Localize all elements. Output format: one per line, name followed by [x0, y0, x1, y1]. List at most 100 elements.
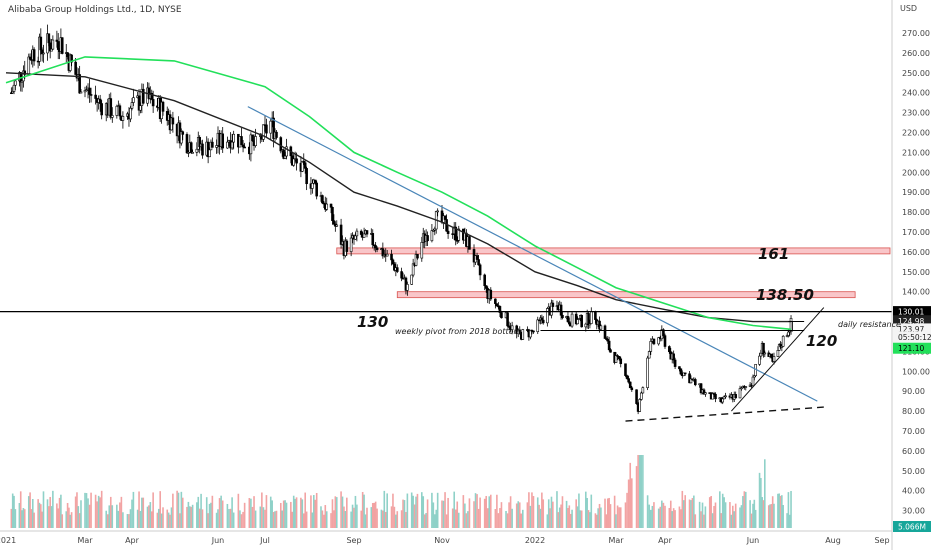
candle-body — [118, 105, 122, 117]
tick-layer: 30.00 40.00 50.00 60.00 70.00 80.00 90.00 100.0… — [0, 29, 930, 545]
volume-bar — [606, 498, 609, 528]
volume-bar — [425, 513, 427, 528]
volume-bar — [406, 493, 409, 528]
volume-bar — [489, 494, 492, 528]
y-tick-label: 230.00 — [902, 109, 930, 118]
volume-bar — [315, 492, 318, 528]
volume-bar — [87, 498, 89, 528]
candle-body — [230, 141, 234, 149]
volume-bar — [556, 491, 558, 528]
volume-bar — [442, 500, 445, 528]
candle-body — [66, 52, 69, 57]
candle-body — [292, 158, 296, 166]
candle-body — [495, 303, 499, 307]
candle-body — [758, 355, 761, 365]
volume-bar — [200, 493, 202, 528]
volume-bar — [616, 505, 619, 528]
volume-bar — [734, 503, 737, 528]
volume-bar — [750, 513, 753, 528]
volume-bar — [105, 510, 108, 528]
volume-bar — [169, 514, 171, 528]
volume-bar — [742, 496, 744, 528]
candle-body — [682, 372, 686, 376]
volume-bar — [435, 509, 438, 528]
volume-bar — [558, 507, 561, 528]
volume-bar — [648, 504, 650, 528]
volume-bar — [380, 509, 383, 528]
candle-body — [468, 236, 471, 250]
volume-bar — [568, 505, 571, 528]
volume-bar — [433, 514, 436, 528]
candle-body — [454, 226, 458, 241]
y-tick-label: 170.00 — [902, 228, 930, 237]
volume-bar — [295, 497, 298, 528]
volume-bar — [674, 510, 676, 528]
volume-bar — [37, 499, 39, 528]
volume-bar — [226, 503, 229, 528]
volume-bar — [578, 493, 580, 528]
candle-body — [649, 341, 653, 352]
candle-body — [42, 52, 45, 55]
volume-bar — [508, 502, 510, 528]
volume-bar — [441, 500, 443, 528]
volume-bar — [730, 514, 733, 528]
candle-body — [711, 393, 714, 400]
volume-bar — [76, 492, 78, 528]
candle-body — [275, 131, 278, 138]
volume-bar — [132, 491, 135, 528]
volume-bar — [275, 510, 278, 528]
volume-bar — [752, 503, 754, 528]
tag-ma-black-bg — [893, 315, 931, 327]
candle-body — [568, 321, 571, 325]
candle-body — [594, 311, 597, 320]
candle-body — [546, 308, 549, 324]
volume-bar — [60, 494, 62, 528]
volume-bar — [80, 500, 82, 528]
candle-body — [254, 136, 257, 146]
candle-body — [410, 274, 414, 285]
candle-body — [406, 284, 409, 291]
volume-bar — [198, 508, 201, 528]
candle-body — [121, 116, 125, 121]
candle-body — [787, 331, 790, 336]
candle-body — [198, 137, 201, 148]
annotation-138-50: 138.50 — [756, 286, 814, 304]
candle-body — [400, 271, 403, 279]
volume-bar — [150, 511, 153, 528]
volume-bar — [131, 499, 133, 528]
volume-bar — [640, 455, 643, 528]
y-tick-label: 30.00 — [902, 507, 925, 516]
volume-bar — [215, 512, 218, 528]
candle-body — [151, 99, 155, 107]
candle-body — [541, 319, 545, 324]
candle-body — [451, 233, 454, 235]
volume-bar — [646, 495, 649, 528]
candle-body — [540, 317, 544, 321]
candle-body — [395, 267, 399, 272]
volume-bar — [181, 497, 184, 528]
candle-body — [744, 386, 748, 388]
rising-support-line — [731, 307, 825, 412]
candle-body — [759, 352, 763, 357]
volume-bar — [700, 511, 702, 528]
volume-bar — [186, 506, 188, 528]
volume-bar — [285, 502, 288, 528]
candle-body — [772, 356, 776, 362]
volume-bar — [48, 506, 50, 528]
volume-bar — [626, 492, 628, 528]
y-tick-label: 100.00 — [902, 367, 930, 376]
candle-body — [28, 56, 32, 60]
volume-bar — [279, 502, 282, 528]
x-tick-label: Nov — [434, 536, 450, 545]
volume-bar — [708, 497, 711, 528]
volume-bar — [635, 466, 638, 528]
volume-bar — [758, 472, 761, 528]
volume-bar — [764, 459, 766, 528]
candle-body — [315, 182, 318, 197]
candle-body — [332, 220, 336, 225]
candle-body — [455, 239, 459, 242]
candle-body — [85, 89, 88, 92]
candle-body — [628, 381, 632, 389]
volume-bar — [567, 508, 569, 528]
